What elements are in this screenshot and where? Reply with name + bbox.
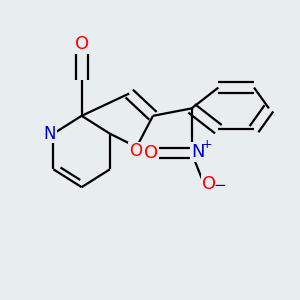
Text: O: O — [202, 175, 216, 193]
Text: −: − — [214, 178, 226, 193]
Text: O: O — [75, 35, 89, 53]
Text: N: N — [191, 143, 204, 161]
Text: +: + — [201, 138, 212, 151]
Text: O: O — [144, 144, 158, 162]
Text: O: O — [129, 142, 142, 160]
Text: N: N — [44, 125, 56, 143]
